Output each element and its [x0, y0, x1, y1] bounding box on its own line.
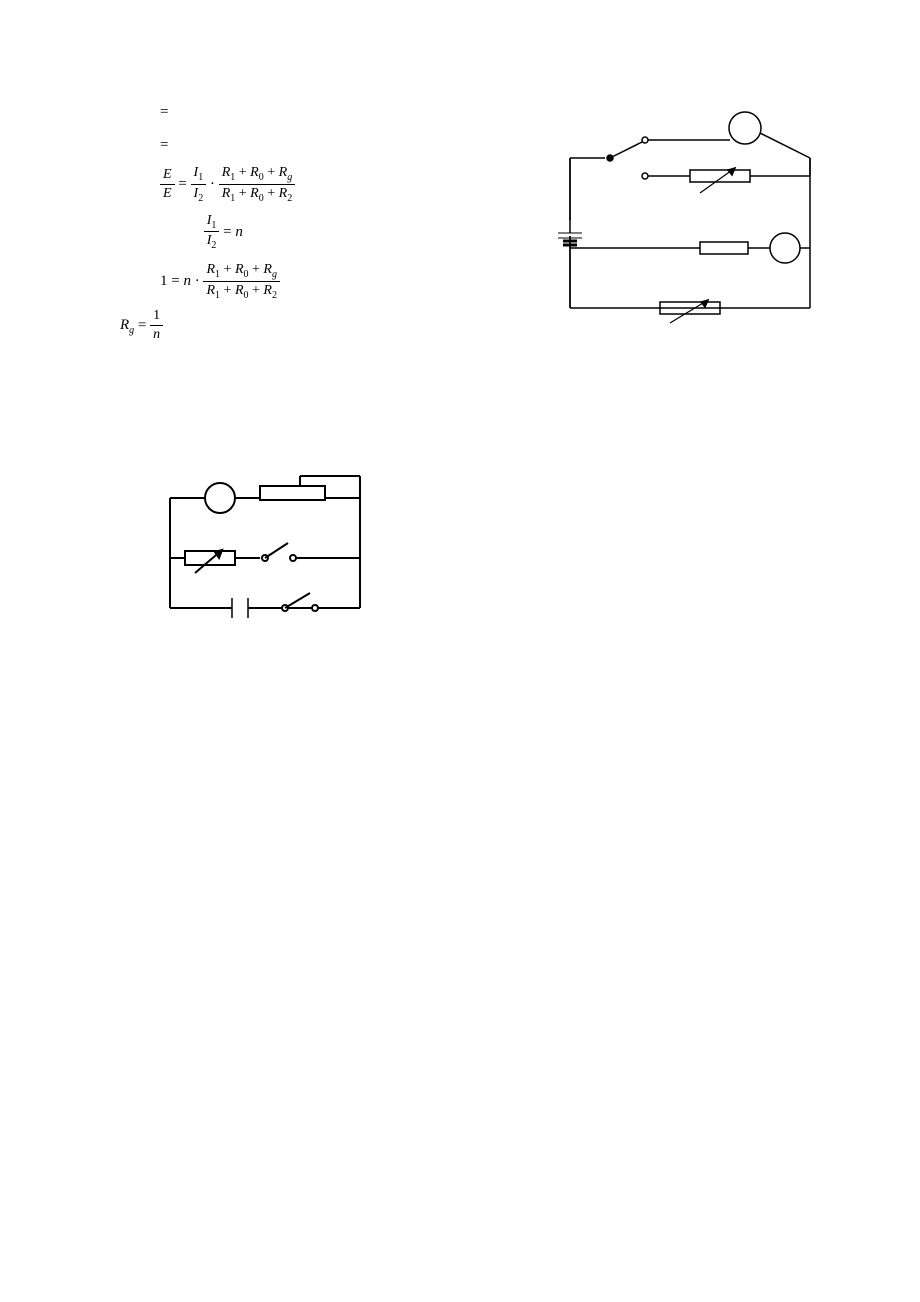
equation-4: I1I2 = n	[204, 213, 323, 253]
derivation-block: = = EE = I1I2 · R1 + R0 +	[90, 98, 830, 438]
equation-6: Rg = 1n	[120, 308, 520, 344]
equation-2: =	[160, 131, 520, 160]
figure-2	[150, 468, 830, 649]
figure-1	[530, 98, 850, 357]
equation-1: =	[160, 98, 520, 127]
derivation-equations: = = EE = I1I2 · R1 + R0 +	[90, 98, 520, 344]
circuit-1-svg	[530, 98, 850, 338]
circuit-2-svg	[150, 468, 380, 638]
page-root: = = EE = I1I2 · R1 + R0 +	[0, 0, 920, 701]
equation-5: 1 = n · R1 + R0 + RgR1 + R0 + R2	[160, 262, 520, 302]
equation-3: EE = I1I2 · R1 + R0 + RgR1 + R0 + R2	[160, 165, 520, 205]
